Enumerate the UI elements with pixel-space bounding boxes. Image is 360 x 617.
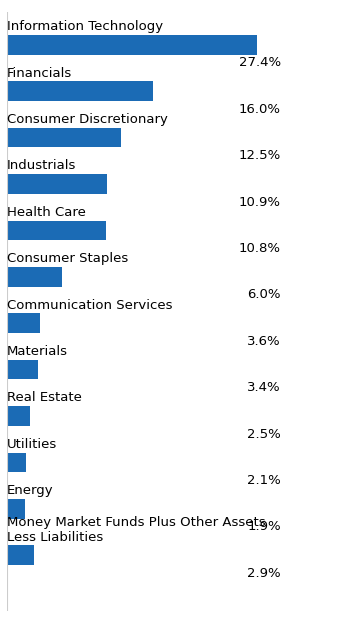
Text: Money Market Funds Plus Other Assets
Less Liabilities: Money Market Funds Plus Other Assets Les… [7, 516, 266, 544]
Text: 1.9%: 1.9% [247, 520, 281, 533]
Text: 6.0%: 6.0% [247, 288, 281, 301]
Text: 12.5%: 12.5% [239, 149, 281, 162]
Bar [7, 406, 30, 426]
Text: 3.4%: 3.4% [247, 381, 281, 394]
Bar [7, 313, 40, 333]
Text: Health Care: Health Care [7, 206, 86, 219]
Text: 10.9%: 10.9% [239, 196, 281, 209]
Text: 2.5%: 2.5% [247, 428, 281, 441]
Text: 10.8%: 10.8% [239, 242, 281, 255]
Text: Consumer Staples: Consumer Staples [7, 252, 129, 265]
Text: Industrials: Industrials [7, 159, 77, 172]
Text: Communication Services: Communication Services [7, 299, 173, 312]
Bar [7, 221, 106, 240]
Text: Real Estate: Real Estate [7, 391, 82, 404]
Bar [7, 545, 33, 565]
Bar [7, 267, 62, 286]
Bar [7, 453, 26, 472]
Bar [7, 81, 153, 101]
Bar [7, 174, 107, 194]
Text: Materials: Materials [7, 345, 68, 358]
Text: 16.0%: 16.0% [239, 103, 281, 116]
Text: 2.9%: 2.9% [247, 567, 281, 580]
Bar [7, 128, 121, 147]
Bar [7, 499, 24, 518]
Text: Information Technology: Information Technology [7, 20, 163, 33]
Bar [7, 35, 257, 54]
Bar [7, 360, 38, 379]
Text: Financials: Financials [7, 67, 72, 80]
Text: Energy: Energy [7, 484, 54, 497]
Text: 2.1%: 2.1% [247, 474, 281, 487]
Text: 3.6%: 3.6% [247, 335, 281, 348]
Text: Consumer Discretionary: Consumer Discretionary [7, 113, 168, 126]
Text: Utilities: Utilities [7, 438, 58, 451]
Text: 27.4%: 27.4% [239, 56, 281, 70]
